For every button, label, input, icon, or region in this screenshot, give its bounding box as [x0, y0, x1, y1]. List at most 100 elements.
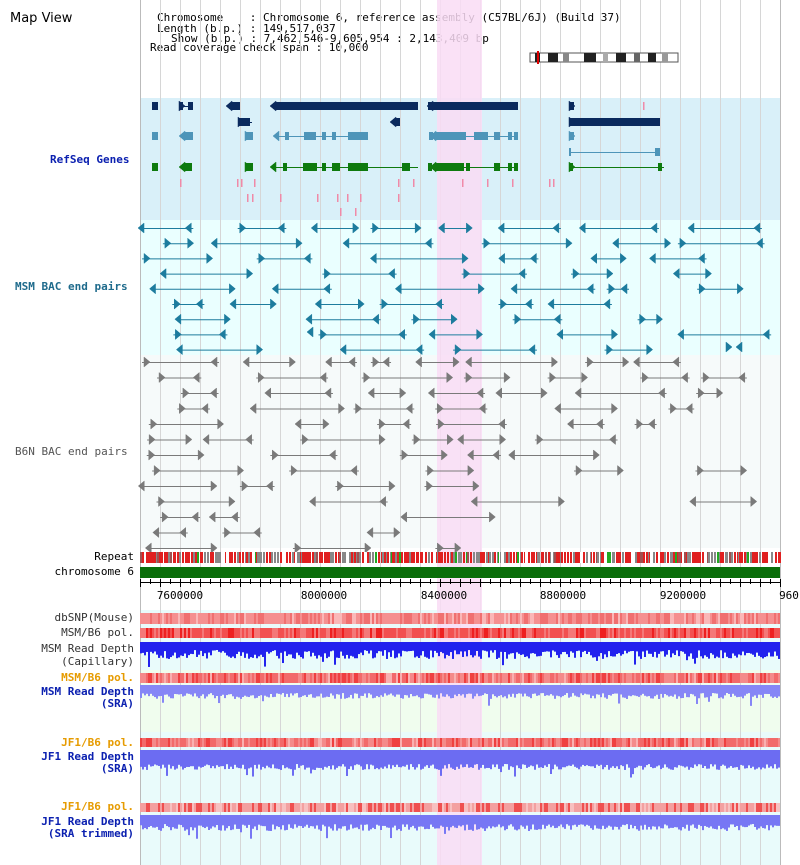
jf1-b6-pol-trim-band [360, 803, 362, 812]
msm-b6-pol-band [190, 628, 192, 638]
jf1-depth-bar [668, 750, 670, 769]
msm-depth-sra-bar [168, 685, 170, 697]
jf1-b6-pol-trim-band [174, 803, 176, 812]
msm-b6-pol-band [654, 628, 656, 638]
msm-depth-sra-bar [374, 685, 376, 698]
jf1-b6-pol-band [320, 738, 322, 747]
msm-bac-pair-end [256, 344, 264, 356]
msm-read-depth-capillary-label[interactable]: MSM Read Depth [41, 642, 134, 655]
msm-depth-sra-bar [576, 685, 578, 697]
dbsnp-band [262, 613, 264, 624]
dbsnp-band [740, 613, 742, 624]
jf1-read-depth-label[interactable]: JF1 Read Depth [41, 750, 134, 763]
msm-b6-pol-sra-band [350, 673, 352, 683]
dbsnp-band [774, 613, 776, 624]
repeat-element [504, 552, 506, 563]
msm-depth-capillary-bar [746, 642, 748, 654]
repeat-element [699, 552, 701, 563]
msm-b6-pol-sra-band [590, 673, 592, 683]
repeat-element [573, 552, 575, 563]
dbsnp-band [582, 613, 584, 624]
jf1-depth-trim-bar [752, 815, 754, 825]
dbsnp-band [366, 613, 368, 624]
b6n-bac-pair-end [329, 449, 336, 461]
msm-bac-label[interactable]: MSM BAC end pairs [15, 280, 128, 293]
jf1-depth-bar [630, 750, 632, 778]
jf1-depth-bar [608, 750, 610, 770]
msm-b6-pol-sra-band [328, 673, 330, 683]
msm-b6-pol-label[interactable]: MSM/B6 pol. [61, 626, 134, 639]
msm-depth-capillary-bar [470, 642, 472, 656]
repeat-element [720, 552, 722, 563]
msm-b6-pol-sra-band [412, 673, 414, 683]
b6n-bac-pair-end [161, 511, 169, 523]
msm-depth-capillary-bar [570, 642, 572, 652]
jf1-depth-trim-bar [772, 815, 774, 828]
jf1-b6-pol-trim-band [296, 803, 298, 812]
jf1-b6-pol-trim-band [392, 803, 394, 812]
jf1-b6-pol-trim-band [156, 803, 158, 812]
msm-depth-capillary-bar [614, 642, 616, 657]
jf1-b6-pol-label[interactable]: JF1/B6 pol. [61, 736, 134, 749]
jf1-b6-pol-trim-band [212, 803, 214, 812]
repeat-element [185, 552, 187, 563]
b6n-bac-pair-end [289, 356, 296, 368]
msm-b6-pol-sra-band [186, 673, 188, 683]
msm-depth-capillary-bar [682, 642, 684, 652]
b6n-bac-pair-end [670, 402, 677, 415]
msm-depth-sra-bar [236, 685, 238, 697]
msm-depth-capillary-bar [548, 642, 550, 652]
msm-depth-capillary-bar [582, 642, 584, 652]
msm-depth-capillary-bar [540, 642, 542, 656]
refseq-genes-label[interactable]: RefSeq Genes [50, 153, 130, 166]
msm-b6-pol-sra-band [404, 673, 406, 683]
dbsnp-label[interactable]: dbSNP(Mouse) [54, 611, 134, 624]
jf1-depth-bar [146, 750, 148, 770]
msm-depth-sra-bar [648, 685, 650, 697]
jf1-depth-bar [546, 750, 548, 767]
b6n-bac-pair-end [382, 356, 390, 368]
repeat-element [260, 552, 262, 563]
msm-depth-sra-bar [538, 685, 540, 696]
jf1-depth-trim-bar [648, 815, 650, 827]
jf1-depth-bar [604, 750, 606, 768]
dbsnp-band [414, 613, 416, 624]
repeat-element [580, 552, 582, 563]
msm-depth-capillary-bar [416, 642, 418, 657]
b6n-bac-pair-end [264, 387, 272, 399]
jf1-depth-bar [326, 750, 328, 768]
msm-b6-pol-sra-label[interactable]: MSM/B6 pol. [61, 671, 134, 684]
b6n-bac-pair-end [689, 495, 696, 508]
jf1-b6-pol-trim-band [258, 803, 260, 812]
jf1-b6-pol-band [420, 738, 422, 747]
jf1-b6-pol-trim-label[interactable]: JF1/B6 pol. [61, 800, 134, 813]
b6n-bac-label[interactable]: B6N BAC end pairs [15, 445, 128, 458]
msm-b6-pol-band [498, 628, 500, 638]
jf1-depth-bar [464, 750, 466, 767]
msm-depth-sra-bar [632, 685, 634, 696]
msm-b6-pol-band [526, 628, 528, 638]
msm-depth-capillary-bar [202, 642, 204, 657]
jf1-depth-bar [296, 750, 298, 765]
msm-depth-sra-bar [748, 685, 750, 694]
dbsnp-band [410, 613, 412, 624]
jf1-b6-pol-band [466, 738, 468, 747]
msm-b6-pol-sra-band [234, 673, 236, 683]
jf1-b6-pol-trim-band [462, 803, 464, 812]
msm-read-depth-sra-label[interactable]: MSM Read Depth [41, 685, 134, 698]
msm-depth-sra-bar [656, 685, 658, 695]
msm-b6-pol-sra-band [630, 673, 632, 683]
msm-depth-capillary-bar [152, 642, 154, 654]
jf1-depth-trim-bar [436, 815, 438, 829]
msm-depth-capillary-bar [466, 642, 468, 657]
msm-b6-pol-sra-band [318, 673, 320, 683]
jf1-b6-pol-band [222, 738, 224, 747]
jf1-depth-bar [288, 750, 290, 769]
repeat-element [219, 552, 221, 563]
msm-b6-pol-band [730, 628, 732, 638]
b6n-bac-pair-end [452, 356, 460, 368]
jf1-read-depth-trim-label[interactable]: JF1 Read Depth [41, 815, 134, 828]
msm-b6-pol-sra-band [280, 673, 282, 683]
dbsnp-band [488, 613, 490, 624]
